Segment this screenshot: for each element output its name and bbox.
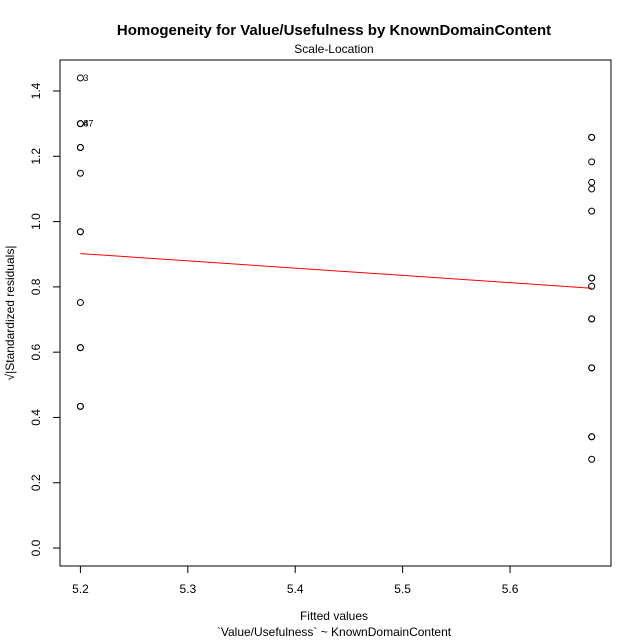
points-group bbox=[76, 74, 596, 463]
smooth-line-group bbox=[80, 253, 592, 289]
smooth-line bbox=[80, 253, 592, 289]
data-point bbox=[588, 207, 596, 215]
y-tick-label: 1.0 bbox=[29, 213, 43, 230]
x-tick-label: 5.5 bbox=[394, 582, 411, 596]
data-point bbox=[76, 143, 84, 151]
data-point bbox=[588, 315, 596, 323]
y-axis: 0.0 0.2 0.4 0.6 0.8 1.0 1.2 1.4 bbox=[29, 82, 61, 556]
data-point bbox=[588, 178, 596, 186]
data-point bbox=[588, 185, 596, 193]
y-tick-label: 0.0 bbox=[29, 539, 43, 556]
data-point bbox=[76, 74, 84, 82]
y-tick-label: 0.8 bbox=[29, 278, 43, 295]
data-point bbox=[588, 455, 596, 463]
x-tick-label: 5.4 bbox=[287, 582, 304, 596]
chart-subtitle: Scale-Location bbox=[294, 42, 373, 56]
data-point bbox=[76, 120, 84, 128]
x-tick-label: 5.6 bbox=[502, 582, 519, 596]
data-point bbox=[588, 133, 596, 141]
point-label: 3 bbox=[83, 73, 88, 83]
data-point bbox=[588, 364, 596, 372]
data-point bbox=[76, 402, 84, 410]
x-axis: 5.2 5.3 5.4 5.5 5.6 bbox=[72, 565, 519, 596]
point-label: 47 bbox=[83, 119, 93, 129]
x-axis-sublabel: `Value/Usefulness` ~ KnownDomainContent bbox=[217, 625, 452, 639]
x-axis-label: Fitted values bbox=[300, 609, 368, 623]
x-tick-label: 5.3 bbox=[179, 582, 196, 596]
y-axis-label: √|Standardized residuals| bbox=[3, 246, 17, 381]
chart-title: Homogeneity for Value/Usefulness by Know… bbox=[117, 22, 551, 39]
point-labels-group: 3 478 bbox=[83, 73, 93, 129]
y-tick-label: 0.4 bbox=[29, 409, 43, 426]
data-point bbox=[76, 169, 84, 177]
y-tick-label: 1.4 bbox=[29, 82, 43, 99]
x-tick-label: 5.2 bbox=[72, 582, 89, 596]
data-point bbox=[588, 433, 596, 441]
data-point bbox=[588, 158, 596, 166]
data-point bbox=[588, 282, 596, 290]
plot-frame bbox=[59, 59, 612, 567]
y-tick-label: 0.2 bbox=[29, 474, 43, 491]
y-tick-label: 1.2 bbox=[29, 148, 43, 165]
data-point bbox=[588, 274, 596, 282]
data-point bbox=[76, 228, 84, 236]
point-label: 8 bbox=[83, 119, 88, 129]
data-point bbox=[76, 344, 84, 352]
y-tick-label: 0.6 bbox=[29, 344, 43, 361]
data-point bbox=[76, 299, 84, 307]
